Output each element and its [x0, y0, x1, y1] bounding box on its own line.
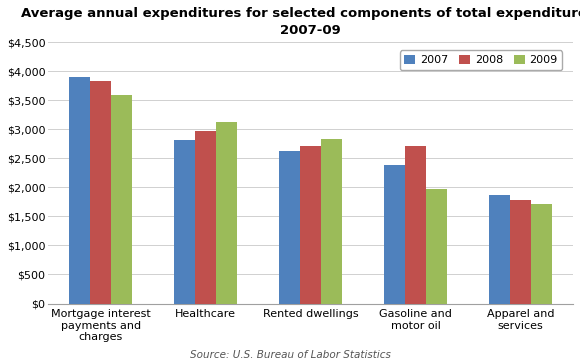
Bar [531, 204, 552, 303]
Bar [489, 195, 510, 303]
Bar [510, 199, 531, 303]
Bar [90, 81, 111, 303]
Bar [405, 145, 426, 303]
Bar [111, 95, 132, 303]
Bar [70, 77, 90, 303]
Legend: 2007, 2008, 2009: 2007, 2008, 2009 [400, 50, 562, 70]
Bar [174, 140, 195, 303]
Bar [384, 165, 405, 303]
Text: Source: U.S. Bureau of Labor Statistics: Source: U.S. Bureau of Labor Statistics [190, 350, 390, 360]
Bar [195, 131, 216, 303]
Bar [300, 145, 321, 303]
Bar [279, 152, 300, 303]
Bar [426, 189, 447, 303]
Bar [216, 122, 237, 303]
Bar [321, 139, 342, 303]
Title: Average annual expenditures for selected components of total expenditures,
2007-: Average annual expenditures for selected… [21, 7, 580, 37]
